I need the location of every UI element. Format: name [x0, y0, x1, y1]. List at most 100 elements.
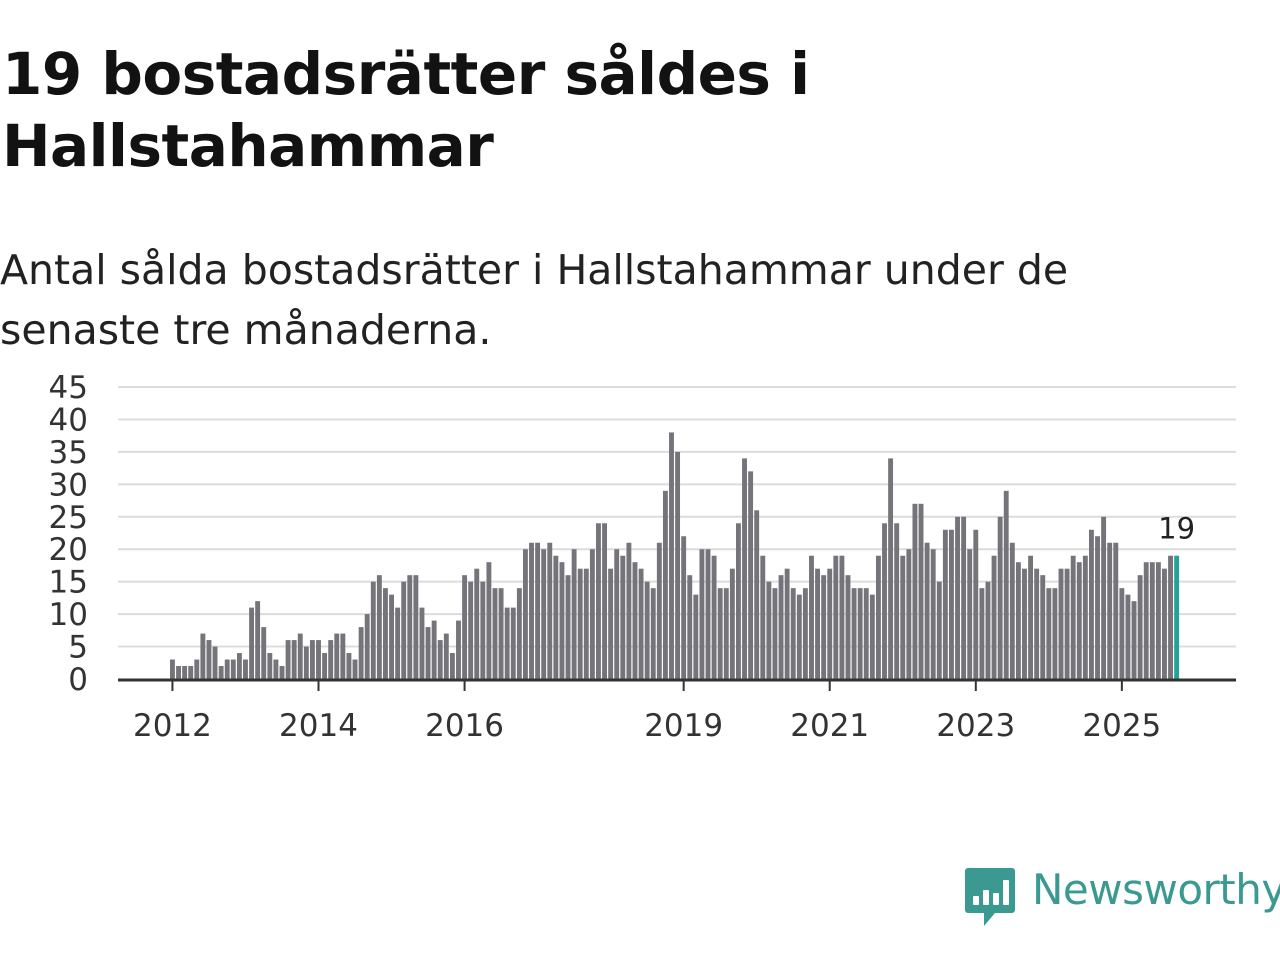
bar: [638, 568, 644, 679]
x-tick-label-2014: 2014: [279, 708, 358, 744]
bar: [1113, 542, 1119, 679]
bar: [796, 594, 802, 679]
bar: [358, 627, 364, 679]
bar: [468, 581, 474, 679]
bar: [176, 666, 181, 679]
bar: [875, 555, 881, 679]
bar: [1155, 562, 1161, 679]
bar: [1149, 562, 1155, 679]
bar: [200, 633, 206, 679]
bar: [1040, 575, 1046, 679]
bar: [632, 562, 638, 679]
bar: [583, 568, 589, 679]
bar: [1125, 594, 1131, 679]
bar: [291, 640, 297, 679]
bar: [565, 575, 571, 679]
bar: [230, 659, 236, 679]
bar: [809, 555, 814, 679]
bar: [504, 607, 510, 679]
bar: [736, 523, 741, 679]
bar: [882, 523, 887, 679]
bar: [717, 588, 723, 679]
x-tick-label-2012: 2012: [133, 708, 212, 744]
bar: [851, 588, 857, 679]
bar: [303, 646, 309, 679]
y-tick-label-10: 10: [49, 597, 88, 633]
bar: [869, 594, 875, 679]
bar: [979, 588, 985, 679]
data-labels: 19: [1158, 512, 1195, 546]
bar: [1058, 568, 1064, 679]
bar: [1143, 562, 1149, 679]
y-tick-label-35: 35: [49, 435, 88, 471]
bar: [608, 568, 614, 679]
bar: [273, 659, 279, 679]
newsworthy-logo: Newsworthy: [964, 864, 1280, 930]
bar: [1064, 568, 1070, 679]
bar: [522, 549, 528, 679]
bar: [194, 659, 200, 679]
bar: [510, 607, 516, 679]
bar: [650, 588, 656, 679]
bar: [407, 575, 413, 679]
bar: [729, 568, 735, 679]
bar: [413, 575, 419, 679]
bar: [462, 575, 468, 679]
bar: [279, 666, 285, 679]
bar: [675, 451, 681, 679]
bar: [340, 633, 346, 679]
bar: [541, 549, 547, 679]
bar: [1137, 575, 1143, 679]
bar: [553, 555, 559, 679]
bar: [236, 653, 242, 679]
bar: [888, 458, 894, 679]
bar: [334, 633, 340, 679]
y-tick-label-40: 40: [49, 402, 88, 438]
bar: [486, 562, 492, 679]
bar: [1076, 562, 1082, 679]
bar: [577, 568, 583, 679]
bar: [662, 490, 668, 679]
bar: [778, 575, 784, 679]
bar: [833, 555, 839, 679]
bar: [261, 627, 267, 679]
bar: [431, 620, 437, 679]
bar: [182, 666, 188, 679]
bar: [316, 640, 321, 679]
bar: [243, 659, 248, 679]
y-tick-label-45: 45: [49, 370, 88, 406]
bar: [559, 562, 565, 679]
bar: [401, 581, 407, 679]
bar: [669, 432, 674, 679]
bars: [170, 432, 1180, 679]
bar: [906, 549, 912, 679]
bar: [1162, 568, 1167, 679]
bar: [997, 516, 1003, 679]
bar: [1015, 562, 1021, 679]
bar: [900, 555, 906, 679]
bar: [991, 555, 997, 679]
bar: [529, 542, 534, 679]
bar: [961, 516, 967, 679]
y-tick-label-25: 25: [49, 500, 88, 536]
bar: [815, 568, 821, 679]
bar: [644, 581, 650, 679]
bar: [790, 588, 796, 679]
bar: [705, 549, 711, 679]
bar: [443, 633, 449, 679]
bar: [285, 640, 291, 679]
bar: [821, 575, 827, 679]
bar: [766, 581, 772, 679]
bar: [492, 588, 498, 679]
bar: [681, 536, 687, 679]
bar: [742, 458, 747, 679]
bar: [370, 581, 376, 679]
latest-value-label: 19: [1158, 512, 1195, 546]
bar: [206, 640, 212, 679]
y-tick-label-20: 20: [49, 532, 88, 568]
bar: [912, 503, 918, 679]
bar: [845, 575, 851, 679]
y-tick-label-0: 0: [68, 662, 88, 698]
bar: [328, 640, 334, 679]
